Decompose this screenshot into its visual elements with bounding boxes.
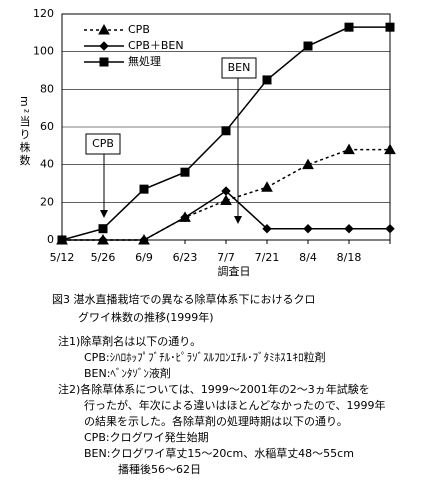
- legend-label: 無処理: [128, 54, 161, 68]
- data-point: [57, 235, 67, 245]
- note: BEN:ﾍﾞﾝﾀｿﾞﾝ液剤: [84, 366, 171, 380]
- x-tick-label: 6/23: [173, 251, 198, 264]
- data-point: [302, 158, 314, 170]
- note: BEN:クログワイ草丈15～20cm、水稲草丈48～55cm: [84, 446, 354, 460]
- data-point: [180, 167, 190, 177]
- data-point: [344, 223, 354, 234]
- data-point: [262, 75, 272, 85]
- legend-label: CPB＋BEN: [128, 39, 184, 52]
- x-tick-label: 8/4: [299, 251, 317, 264]
- data-point: [303, 41, 313, 51]
- data-point: [221, 126, 231, 136]
- note: CPB:クログワイ発生始期: [84, 430, 209, 444]
- data-point: [384, 143, 396, 155]
- y-tick-label: 100: [33, 45, 54, 58]
- data-point: [139, 184, 149, 194]
- note: 注2)各除草体系については、1999～2001年の2～3ヵ年試験を: [58, 382, 370, 396]
- note: CPB:ｼﾊﾛﾎｯﾌﾟﾌﾞﾁﾙ･ﾋﾟﾗｿﾞｽﾙﾌﾛﾝｴﾁﾙ･ﾌﾞﾀﾐﾎｽ1ｷﾛ粒…: [84, 350, 326, 364]
- note: 行ったが、年次による違いはほとんどなかったので、1999年: [84, 398, 385, 412]
- x-tick-label: 5/12: [50, 251, 75, 264]
- caption: グワイ株数の推移(1999年): [78, 310, 214, 324]
- x-tick-label: 6/9: [135, 251, 153, 264]
- legend-marker: [99, 57, 109, 67]
- y-tick-label: 20: [40, 195, 54, 208]
- data-point: [261, 181, 273, 192]
- data-point: [343, 143, 355, 155]
- note: 播種後56～62日: [118, 462, 201, 476]
- note: の結果を示した。各除草剤の処理時期は以下の通り。: [84, 414, 348, 428]
- data-point: [98, 224, 108, 234]
- annotation-label: BEN: [228, 61, 251, 74]
- x-tick-label: 8/18: [337, 251, 362, 264]
- data-point: [385, 223, 395, 234]
- data-point: [344, 22, 354, 32]
- x-tick-label: 7/7: [217, 251, 235, 264]
- annotation-box: [221, 57, 257, 79]
- data-point: [98, 235, 108, 245]
- legend-marker: [98, 23, 110, 35]
- x-axis-label: 調査日: [218, 264, 251, 278]
- annotation-label: CPB: [92, 137, 114, 150]
- annotation-box: [85, 133, 121, 155]
- y-tick-label: 80: [40, 82, 54, 95]
- data-point: [385, 22, 395, 32]
- legend-marker: [99, 41, 109, 51]
- annotation-arrowhead: [234, 216, 242, 224]
- data-point: [221, 186, 231, 196]
- data-point: [180, 212, 190, 223]
- y-tick-label: 60: [40, 120, 54, 133]
- x-tick-label: 7/21: [255, 251, 280, 264]
- data-point: [139, 235, 149, 245]
- y-axis-label: m²当り株数: [18, 96, 31, 167]
- x-tick-label: 5/26: [91, 251, 116, 264]
- caption: 図3 湛水直播栽培での異なる除草体系下におけるクロ: [52, 292, 316, 306]
- data-point: [220, 194, 232, 205]
- y-tick-label: 40: [40, 158, 54, 171]
- y-tick-label: 120: [33, 7, 54, 20]
- annotation-arrowhead: [100, 210, 108, 218]
- note: 注1)除草剤名は以下の通り。: [58, 334, 201, 348]
- data-point: [303, 223, 313, 234]
- y-tick-label: 0: [47, 233, 54, 246]
- legend-label: CPB: [128, 23, 150, 36]
- data-point: [262, 223, 272, 234]
